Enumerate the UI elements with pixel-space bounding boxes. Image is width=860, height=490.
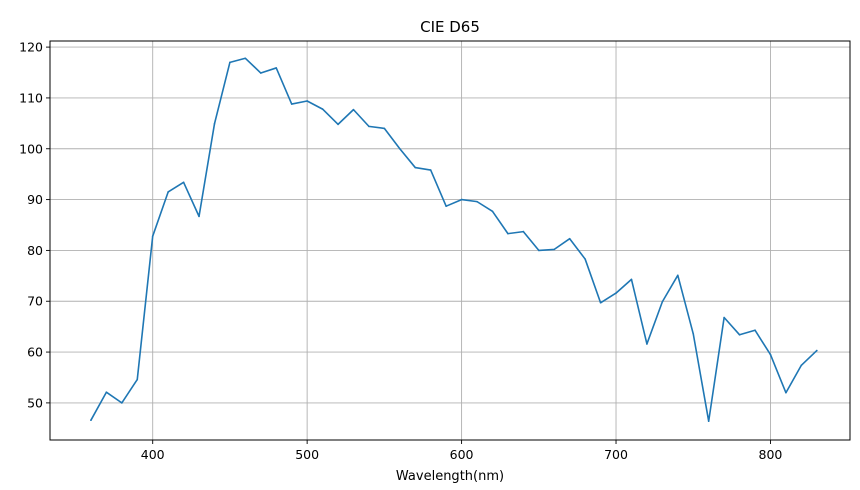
data-point	[429, 169, 432, 171]
data-point	[707, 420, 710, 422]
data-point	[538, 249, 540, 252]
data-point	[769, 353, 772, 356]
data-point	[738, 333, 741, 336]
data-point	[584, 258, 586, 260]
x-tick-label: 500	[295, 447, 319, 462]
y-tick-label: 60	[27, 345, 43, 360]
data-point	[198, 215, 200, 218]
x-axis-ticks: 400 500 600 700 800	[141, 440, 783, 462]
data-point	[213, 123, 216, 125]
data-point	[105, 391, 108, 394]
data-point	[306, 100, 308, 102]
data-point	[599, 301, 602, 304]
x-tick-label: 800	[759, 447, 783, 462]
chart-title: CIE D65	[420, 18, 480, 36]
data-point	[244, 57, 247, 60]
data-point	[167, 191, 169, 193]
data-point	[800, 364, 803, 367]
data-point	[646, 343, 648, 345]
data-point	[182, 181, 185, 184]
data-point	[816, 349, 818, 352]
y-tick-label: 110	[19, 90, 43, 105]
y-tick-label: 70	[27, 294, 43, 309]
data-point	[553, 248, 556, 251]
data-point	[368, 125, 370, 128]
data-point	[151, 235, 154, 237]
data-point	[260, 72, 262, 74]
data-point	[136, 378, 139, 381]
data-point	[476, 200, 478, 203]
y-tick-label: 90	[27, 192, 43, 207]
plot-frame	[49, 40, 851, 441]
data-point	[383, 127, 386, 130]
data-point	[414, 166, 417, 169]
data-point	[661, 300, 664, 303]
series-layer	[90, 57, 818, 422]
data-point	[321, 108, 324, 110]
data-point	[677, 274, 679, 277]
x-tick-label: 400	[141, 447, 165, 462]
x-tick-label: 700	[604, 447, 628, 462]
data-point	[692, 332, 695, 335]
x-axis-label: Wavelength(nm)	[396, 469, 504, 484]
data-point	[522, 230, 525, 233]
y-axis-ticks: 50 60 70 80 90 100 110 120	[19, 40, 50, 410]
data-point	[445, 205, 447, 207]
data-point	[121, 402, 123, 404]
y-tick-label: 120	[19, 40, 43, 55]
y-tick-label: 80	[27, 243, 43, 258]
y-tick-label: 50	[27, 395, 43, 410]
data-point	[290, 103, 293, 105]
data-point	[460, 198, 463, 201]
data-point	[229, 61, 231, 64]
data-point	[630, 278, 633, 281]
data-point	[337, 123, 339, 126]
data-point	[507, 232, 509, 235]
y-tick-label: 100	[19, 141, 43, 156]
series-line	[90, 57, 818, 422]
grid	[50, 41, 850, 440]
data-point	[615, 292, 617, 294]
x-tick-label: 600	[450, 447, 474, 462]
data-point	[723, 316, 725, 319]
data-point	[491, 210, 494, 213]
data-point	[568, 237, 571, 240]
data-point	[754, 329, 756, 332]
data-point	[275, 67, 278, 69]
data-point	[352, 108, 355, 111]
data-point	[90, 419, 92, 421]
data-point	[785, 391, 787, 394]
data-point	[399, 147, 401, 150]
